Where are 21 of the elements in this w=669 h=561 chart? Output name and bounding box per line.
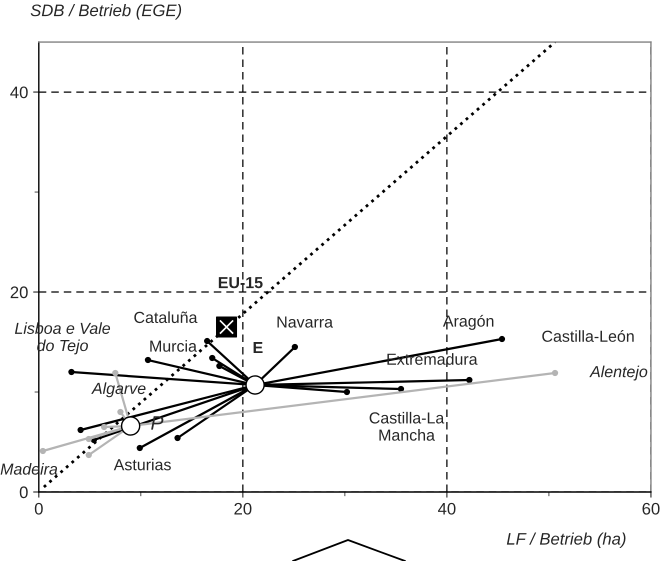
annotation: P xyxy=(151,416,164,430)
x-tick-label: 40 xyxy=(438,502,456,515)
annotation: E xyxy=(254,342,263,354)
x-axis-title: LF / Betrieb (ha) xyxy=(506,532,626,548)
x-tick-label: 20 xyxy=(234,502,252,515)
x-tick-label: 0 xyxy=(34,502,43,515)
annotation: Castilla-La Mancha xyxy=(370,412,444,441)
annotation: Castilla-León xyxy=(542,330,634,342)
annotation: Navarra xyxy=(278,316,334,328)
annotation: Alentejo xyxy=(589,366,648,380)
annotation: EU-15 xyxy=(218,277,263,288)
annotation: Asturias xyxy=(114,458,171,470)
annotation: Murcia xyxy=(150,340,197,352)
annotation: Cataluña xyxy=(134,311,198,324)
y-tick-label: 20 xyxy=(10,286,28,298)
y-axis-title: SDB / Betrieb (EGE) xyxy=(30,4,182,20)
x-tick-label: 60 xyxy=(642,502,660,515)
y-tick-label: 0 xyxy=(20,486,28,498)
annotation: Aragón xyxy=(442,314,494,330)
annotation: Algarve xyxy=(91,382,146,398)
y-tick-label: 40 xyxy=(10,86,28,98)
